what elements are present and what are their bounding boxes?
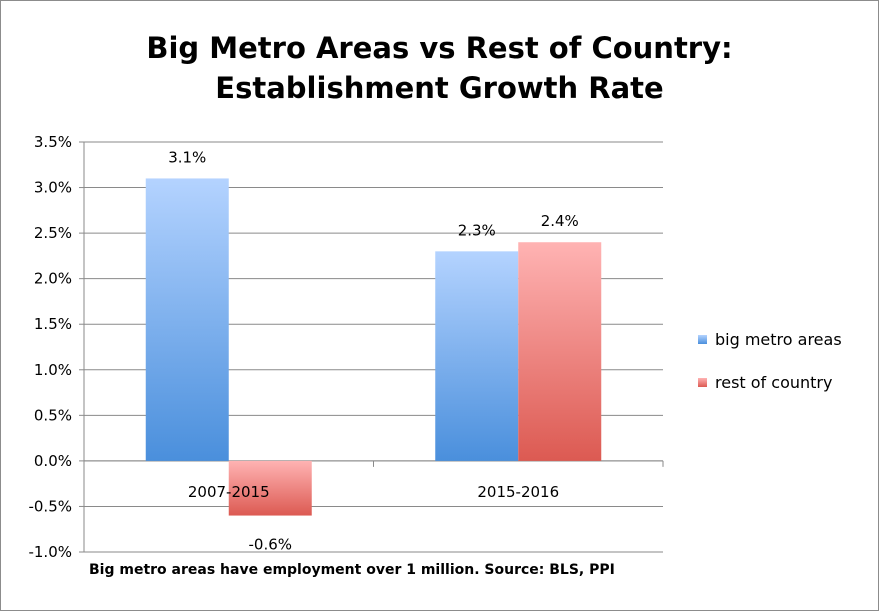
y-tick-label: 1.0% <box>34 361 72 379</box>
y-tick-label: 3.0% <box>34 179 72 197</box>
legend-label-big-metro-areas: big metro areas <box>715 329 842 349</box>
chart-title: Big Metro Areas vs Rest of Country: Esta… <box>0 28 879 108</box>
bar-rest-of-country-2007-2015 <box>228 460 312 516</box>
x-category-label: 2007-2015 <box>188 483 270 501</box>
legend: big metro areas rest of country <box>698 328 842 414</box>
y-tick-label: 1.5% <box>34 315 72 333</box>
legend-item-big-metro-areas: big metro areas <box>698 328 842 350</box>
bars <box>145 178 602 516</box>
legend-swatch-rest-of-country <box>698 377 707 387</box>
data-label: -0.6% <box>248 536 292 554</box>
data-labels: 3.1% -0.6% 2007-2015 2.3% 2.4% 2015-2016 <box>168 148 579 553</box>
y-tick-label: 2.5% <box>34 224 72 242</box>
legend-label-rest-of-country: rest of country <box>715 372 833 392</box>
legend-swatch-big-metro-areas <box>698 334 707 344</box>
bar-big-metro-areas-2015-2016 <box>435 251 519 461</box>
y-tick-label: 0.0% <box>34 452 72 470</box>
chart-title-line-1: Big Metro Areas vs Rest of Country: <box>146 31 733 65</box>
bar-big-metro-areas-2007-2015 <box>145 178 229 461</box>
axes: -1.0% -0.5% 0.0% 0.5% 1.0% 1.5% 2.0% 2.5% 3.0% 3.… <box>28 133 664 561</box>
data-label: 3.1% <box>168 148 206 166</box>
y-tick-label: 0.5% <box>34 406 72 424</box>
y-tick-label: -1.0% <box>28 543 72 561</box>
data-label: 2.4% <box>541 212 579 230</box>
y-tick-label: 2.0% <box>34 270 72 288</box>
x-category-label: 2015-2016 <box>477 483 559 501</box>
y-tick-label: 3.5% <box>34 133 72 151</box>
data-label: 2.3% <box>458 221 496 239</box>
y-tick-label: -0.5% <box>28 497 72 515</box>
chart-title-line-2: Establishment Growth Rate <box>215 71 664 105</box>
source-footnote: Big metro areas have employment over 1 m… <box>89 562 615 578</box>
bar-rest-of-country-2015-2016 <box>518 242 602 461</box>
legend-item-rest-of-country: rest of country <box>698 371 842 393</box>
